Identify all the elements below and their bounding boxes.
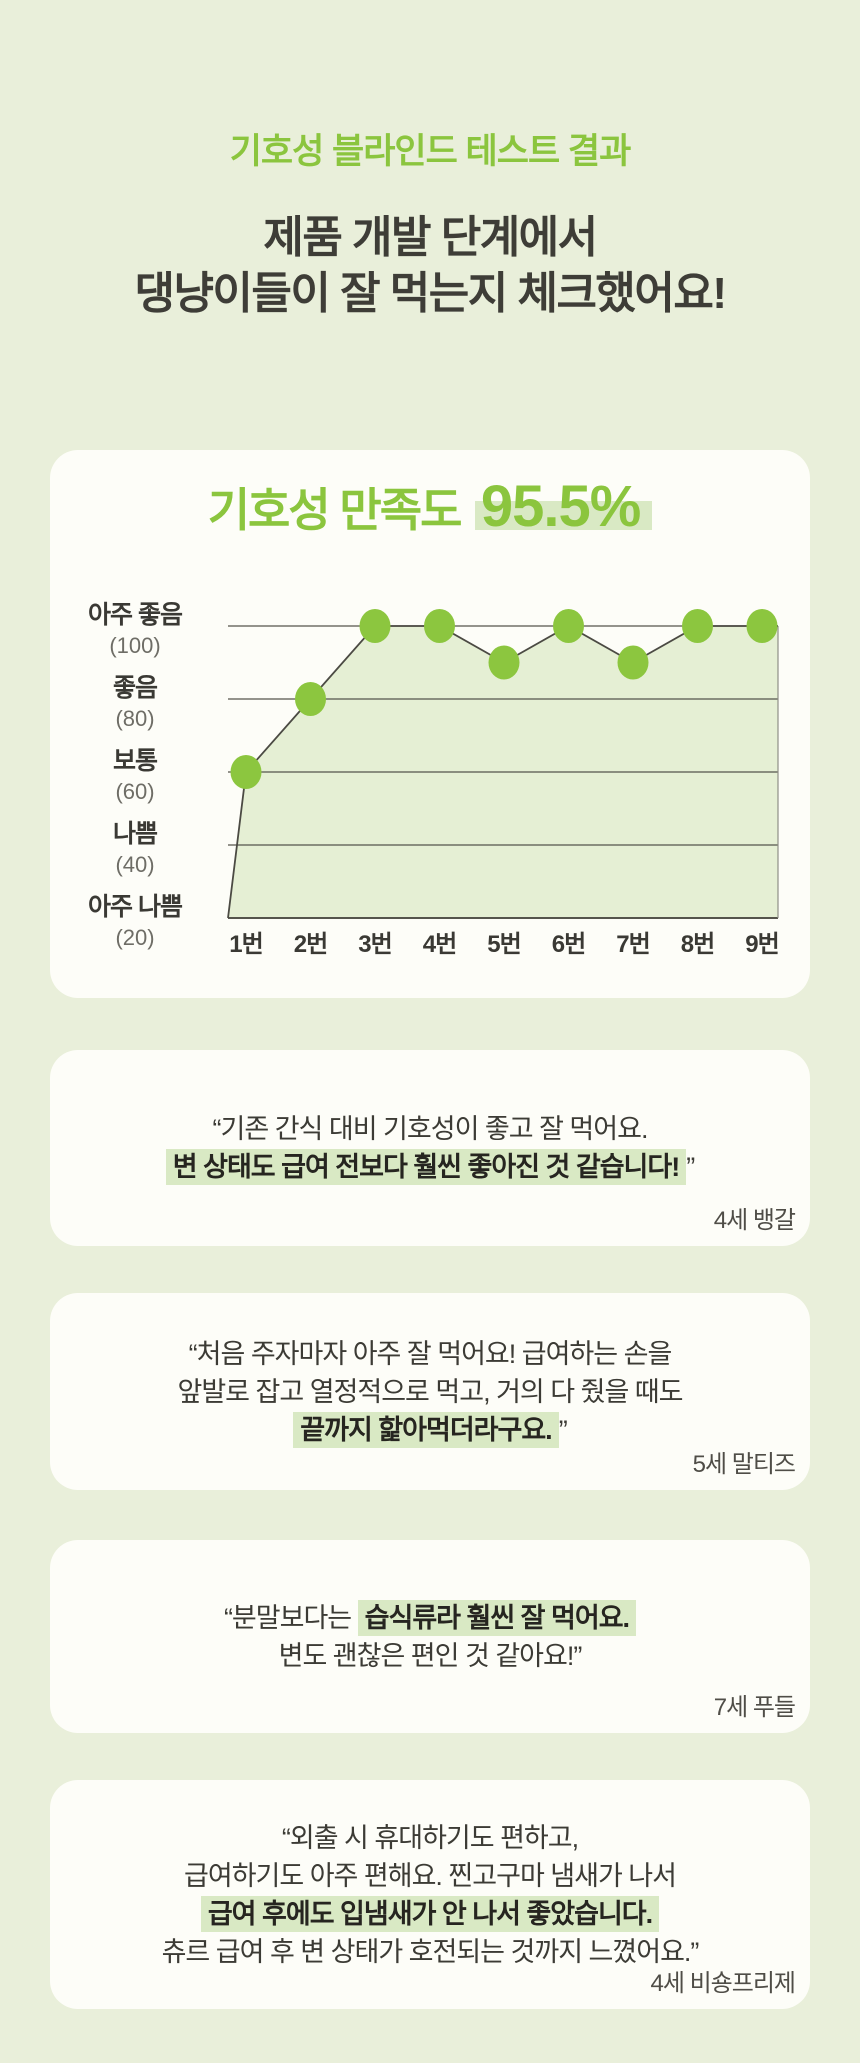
quote-highlight-text: 급여 후에도 입냄새가 안 나서 좋았습니다. xyxy=(200,1895,660,1932)
quote-line: 앞발로 잡고 열정적으로 먹고, 거의 다 줬을 때도 xyxy=(177,1373,684,1411)
y-tick-label: 좋음 xyxy=(113,674,158,702)
data-point xyxy=(424,609,455,643)
quote-text: “기존 간식 대비 기호성이 좋고 잘 먹어요. xyxy=(212,1114,649,1144)
data-point xyxy=(230,755,262,789)
y-tick-label: 보통 xyxy=(113,747,158,775)
quote-text: “외출 시 휴대하기도 편하고, xyxy=(281,1822,579,1853)
y-tick-value: (100) xyxy=(109,633,160,658)
testimonial-quote: “기존 간식 대비 기호성이 좋고 잘 먹어요. 변 상태도 급여 전보다 훨씬 … xyxy=(165,1110,695,1186)
x-tick-label: 6번 xyxy=(552,931,585,958)
quote-text: 급여하기도 아주 편해요. 찐고구마 냄새가 나서 xyxy=(184,1860,677,1891)
quote-text: “분말보다는 xyxy=(223,1602,358,1633)
section-title-line-1: 제품 개발 단계에서 xyxy=(263,213,598,262)
testimonial-card: “외출 시 휴대하기도 편하고, 급여하기도 아주 편해요. 찐고구마 냄새가 나… xyxy=(50,1780,810,2009)
chart-title: 기호성 만족도 95.5% xyxy=(50,474,810,540)
quote-line: 변 상태도 급여 전보다 훨씬 좋아진 것 같습니다!” xyxy=(165,1148,695,1186)
quote-line: “외출 시 휴대하기도 편하고, xyxy=(162,1819,699,1857)
testimonial-author: 4세 비숑프리제 xyxy=(650,1970,796,1997)
data-point xyxy=(488,645,520,680)
quote-text: ” xyxy=(686,1152,695,1182)
quote-line: “분말보다는 습식류라 훨씬 잘 먹어요. xyxy=(223,1599,637,1637)
x-tick-label: 7번 xyxy=(616,931,649,958)
quote-line: 츄르 급여 후 변 상태가 호전되는 것까지 느꼈어요.” xyxy=(161,1933,700,1971)
quote-highlight-text: 변 상태도 급여 전보다 훨씬 좋아진 것 같습니다! xyxy=(165,1149,687,1185)
chart-card: 기호성 만족도 95.5% 아주 좋음 (100) 좋음 (80) 보통 (60) 나쁨 (4… xyxy=(50,450,810,998)
data-point xyxy=(359,609,391,643)
testimonial-card: “기존 간식 대비 기호성이 좋고 잘 먹어요. 변 상태도 급여 전보다 훨씬 … xyxy=(50,1050,810,1246)
quote-highlight-text: 습식류라 훨씬 잘 먹어요. xyxy=(357,1599,637,1636)
chart-title-value: 95.5% xyxy=(474,478,653,536)
data-point xyxy=(682,609,713,643)
section-eyebrow: 기호성 블라인드 테스트 결과 xyxy=(229,132,632,171)
quote-text: 변도 괜찮은 편인 것 같아요!” xyxy=(278,1640,583,1671)
x-tick-label: 2번 xyxy=(294,931,327,958)
quote-text: 앞발로 잡고 열정적으로 먹고, 거의 다 줬을 때도 xyxy=(177,1376,684,1407)
testimonial-card: “분말보다는 습식류라 훨씬 잘 먹어요. 변도 괜찮은 편인 것 같아요!” 7… xyxy=(50,1540,810,1733)
y-tick-value: (80) xyxy=(115,706,154,731)
testimonial-author: 7세 푸들 xyxy=(713,1694,796,1721)
testimonial-quote: “분말보다는 습식류라 훨씬 잘 먹어요. 변도 괜찮은 편인 것 같아요!” xyxy=(223,1599,637,1675)
quote-line: 변도 괜찮은 편인 것 같아요!” xyxy=(224,1637,636,1675)
y-tick-value: (20) xyxy=(115,925,154,950)
x-tick-label: 4번 xyxy=(423,931,456,958)
x-tick-label: 9번 xyxy=(745,931,778,958)
data-point xyxy=(295,682,326,716)
y-tick-value: (60) xyxy=(115,779,154,804)
testimonial-author: 5세 말티즈 xyxy=(692,1451,796,1478)
x-tick-label: 5번 xyxy=(487,931,520,958)
testimonial-author: 4세 뱅갈 xyxy=(713,1207,796,1234)
quote-line: “처음 주자마자 아주 잘 먹어요! 급여하는 손을 xyxy=(178,1335,683,1373)
section-title-line-2: 댕냥이들이 잘 먹는지 체크했어요! xyxy=(134,269,727,318)
data-point xyxy=(553,609,584,643)
chart-title-label: 기호성 만족도 xyxy=(207,484,463,536)
quote-line: 급여하기도 아주 편해요. 찐고구마 냄새가 나서 xyxy=(162,1857,699,1895)
quote-text: 츄르 급여 후 변 상태가 호전되는 것까지 느꼈어요.” xyxy=(161,1936,700,1967)
y-tick-label: 나쁨 xyxy=(113,820,158,848)
testimonial-quote: “외출 시 휴대하기도 편하고, 급여하기도 아주 편해요. 찐고구마 냄새가 나… xyxy=(161,1819,700,1971)
quote-text: ” xyxy=(558,1414,568,1445)
x-tick-label: 3번 xyxy=(358,931,391,958)
y-tick-label: 아주 나쁨 xyxy=(88,893,183,921)
data-point xyxy=(746,609,778,643)
quote-line: 급여 후에도 입냄새가 안 나서 좋았습니다. xyxy=(162,1895,699,1933)
quote-highlight-text: 끝까지 핥아먹더라구요. xyxy=(293,1411,559,1448)
data-point xyxy=(617,645,649,680)
x-tick-label: 1번 xyxy=(229,931,262,958)
y-tick-label: 아주 좋음 xyxy=(88,601,183,629)
quote-line: 끝까지 핥아먹더라구요.” xyxy=(178,1411,683,1449)
section-title: 제품 개발 단계에서 댕냥이들이 잘 먹는지 체크했어요! xyxy=(0,210,860,322)
quote-text: “처음 주자마자 아주 잘 먹어요! 급여하는 손을 xyxy=(188,1338,673,1369)
y-tick-value: (40) xyxy=(115,852,154,877)
quote-line: “기존 간식 대비 기호성이 좋고 잘 먹어요. xyxy=(166,1110,694,1148)
palatability-line-chart: 아주 좋음 (100) 좋음 (80) 보통 (60) 나쁨 (40) 아주 나쁨 (20) 1번 2… xyxy=(88,601,780,958)
x-tick-label: 8번 xyxy=(681,931,714,958)
